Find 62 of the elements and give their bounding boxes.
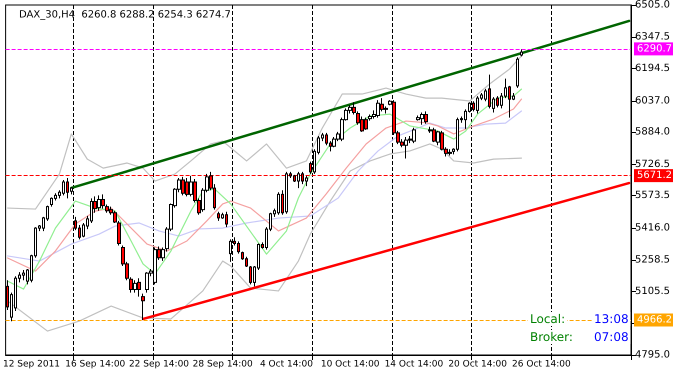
y-tick-label: 4795.0: [635, 350, 670, 360]
candlestick: [145, 272, 149, 294]
y-tick-label: 5726.5: [635, 158, 670, 170]
annotation: 13:08: [594, 312, 629, 326]
candlestick: [285, 171, 288, 214]
x-tick-label: 4 Oct 14:00: [260, 360, 314, 370]
x-tick-label: 12 Sep 2011: [2, 360, 60, 370]
candlestick: [448, 148, 452, 156]
candlestick: [520, 48, 523, 57]
annotation: Broker:: [530, 330, 573, 344]
candlestick: [277, 192, 280, 216]
candlestick: [22, 270, 25, 281]
candlestick: [185, 177, 189, 197]
y-tick-label: 5416.0: [635, 222, 670, 234]
candlestick: [456, 117, 459, 152]
candlestick: [62, 180, 65, 196]
candlestick: [432, 127, 436, 143]
y-tick-label: 6194.5: [635, 63, 670, 74]
candlestick: [412, 127, 416, 144]
candlestick: [66, 177, 69, 199]
x-tick-label: 10 Oct 14:00: [320, 360, 380, 370]
line-series: [7, 55, 522, 210]
candlestick: [237, 240, 240, 254]
candlestick: [97, 194, 101, 212]
candlestick: [416, 115, 420, 122]
ref-line-label: 5671.2: [637, 170, 672, 182]
candlestick: [404, 136, 408, 160]
candlestick: [305, 175, 308, 187]
candlestick: [297, 171, 300, 189]
y-tick-label: 5884.0: [635, 126, 670, 138]
annotation: Local:: [530, 312, 566, 326]
x-tick-label: 22 Sep 14:00: [128, 360, 190, 370]
y-tick-label: 5573.5: [635, 190, 670, 202]
x-tick-label: 20 Oct 14:00: [448, 360, 508, 370]
ref-line-label: 4966.2: [637, 314, 672, 326]
candlestick: [225, 211, 228, 228]
candlestick: [476, 96, 479, 114]
candlestick: [249, 265, 252, 285]
x-tick-label: 14 Oct 14:00: [384, 360, 444, 370]
y-tick-label: 6347.5: [635, 32, 670, 43]
y-tick-label: 5258.5: [635, 254, 670, 266]
annotation: 07:08: [594, 330, 629, 344]
line-series: [7, 143, 522, 332]
candlestick: [217, 211, 220, 222]
x-tick-label: 16 Sep 14:00: [65, 360, 126, 370]
x-tick-label: 28 Sep 14:00: [192, 360, 254, 370]
candlestick: [50, 196, 53, 208]
candlestick: [516, 56, 519, 88]
candlestick: [364, 117, 368, 130]
y-tick-label: 6037.0: [635, 95, 670, 106]
candlestick: [376, 100, 380, 118]
y-tick-label: 5105.5: [635, 286, 670, 297]
ref-line-label: 6290.7: [637, 43, 672, 54]
chart-title: DAX_30,H4 6260.8 6288.2 6254.3 6274.7: [19, 10, 231, 20]
candlestick: [488, 74, 491, 109]
candlestick: [101, 194, 105, 210]
candlestick: [420, 112, 424, 126]
candlestick: [137, 278, 141, 298]
y-tick-label: 6505.0: [635, 0, 670, 10]
x-tick-label: 26 Oct 14:00: [512, 360, 571, 370]
candlestick: [424, 110, 428, 124]
candlestick: [133, 280, 137, 294]
